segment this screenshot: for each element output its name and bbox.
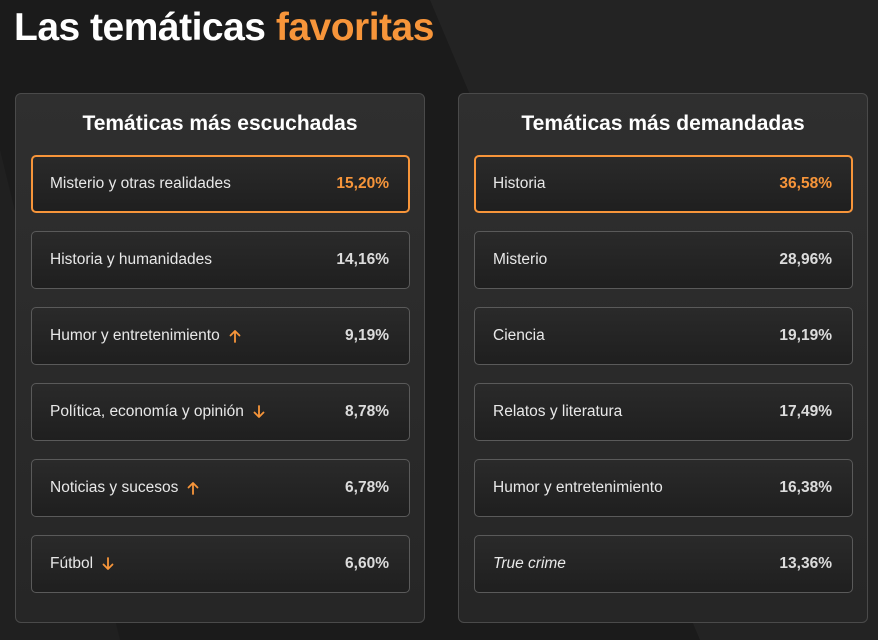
- item-value: 36,58%: [779, 175, 832, 192]
- list-item: Ciencia 19,19%: [474, 307, 853, 365]
- list-item: Relatos y literatura 17,49%: [474, 383, 853, 441]
- item-value: 14,16%: [336, 251, 389, 268]
- item-label: Noticias y sucesos: [50, 479, 179, 496]
- panel-most-demanded: Temáticas más demandadas Historia 36,58%…: [458, 93, 868, 623]
- arrow-down-icon: [253, 405, 265, 419]
- page-title: Las temáticas favoritas: [14, 6, 434, 50]
- item-value: 15,20%: [336, 175, 389, 192]
- item-value: 13,36%: [779, 555, 832, 572]
- list-item: Humor y entretenimiento 9,19%: [31, 307, 410, 365]
- list-item: Misterio y otras realidades 15,20%: [31, 155, 410, 213]
- list-item: Historia y humanidades 14,16%: [31, 231, 410, 289]
- item-label: Ciencia: [493, 327, 545, 344]
- item-label: Humor y entretenimiento: [493, 479, 663, 496]
- item-value: 17,49%: [779, 403, 832, 420]
- list-item: Historia 36,58%: [474, 155, 853, 213]
- item-label: Humor y entretenimiento: [50, 327, 220, 344]
- item-label: Historia y humanidades: [50, 251, 212, 268]
- item-value: 6,78%: [345, 479, 389, 496]
- item-label: Misterio y otras realidades: [50, 175, 231, 192]
- list-item: Política, economía y opinión 8,78%: [31, 383, 410, 441]
- list-item: Humor y entretenimiento 16,38%: [474, 459, 853, 517]
- list-item: Noticias y sucesos 6,78%: [31, 459, 410, 517]
- item-value: 28,96%: [779, 251, 832, 268]
- item-label: Misterio: [493, 251, 548, 268]
- item-label: Fútbol: [50, 555, 94, 572]
- item-value: 19,19%: [779, 327, 832, 344]
- arrow-up-icon: [187, 481, 199, 495]
- item-value: 6,60%: [345, 555, 389, 572]
- list-item: Fútbol 6,60%: [31, 535, 410, 593]
- arrow-down-icon: [102, 557, 114, 571]
- item-value: 9,19%: [345, 327, 389, 344]
- panel-title: Temáticas más escuchadas: [82, 112, 358, 135]
- arrow-up-icon: [229, 329, 241, 343]
- item-label: True crime: [493, 555, 566, 572]
- item-label: Historia: [493, 175, 546, 192]
- panel-most-listened: Temáticas más escuchadas Misterio y otra…: [15, 93, 425, 623]
- list-item: Misterio 28,96%: [474, 231, 853, 289]
- title-accent: favoritas: [275, 6, 435, 49]
- ranking-list: Misterio y otras realidades 15,20% Histo…: [31, 155, 410, 611]
- panel-title: Temáticas más demandadas: [521, 112, 805, 135]
- item-value: 8,78%: [345, 403, 389, 420]
- item-value: 16,38%: [779, 479, 832, 496]
- title-main: Las temáticas: [14, 6, 266, 49]
- list-item: True crime 13,36%: [474, 535, 853, 593]
- item-label: Relatos y literatura: [493, 403, 623, 420]
- ranking-list: Historia 36,58% Misterio 28,96% Ciencia …: [474, 155, 853, 611]
- item-label: Política, economía y opinión: [50, 403, 244, 420]
